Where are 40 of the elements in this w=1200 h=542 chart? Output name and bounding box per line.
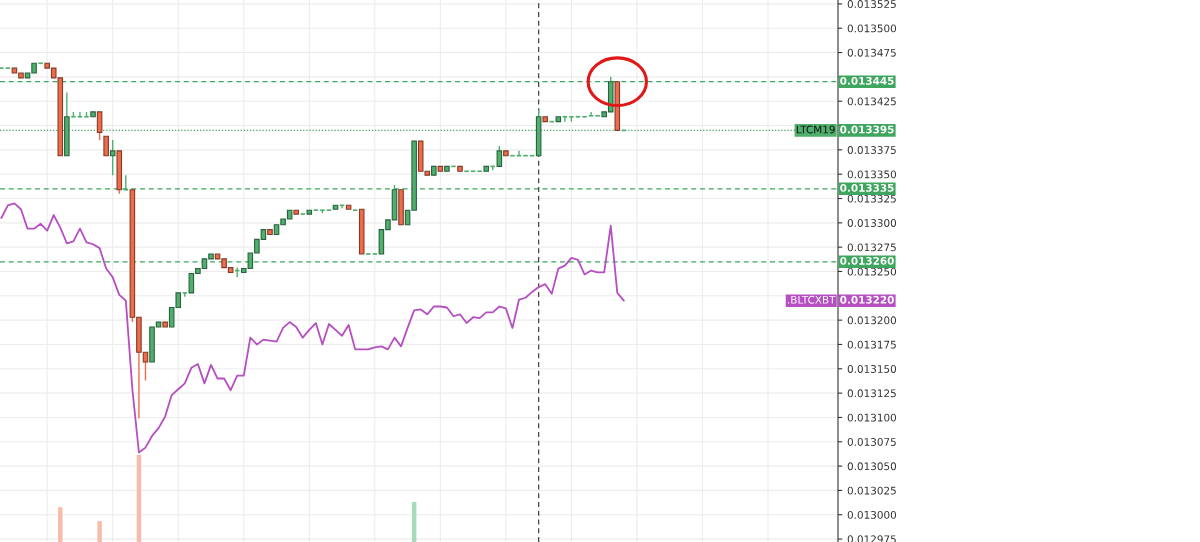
y-tick-label: 0.013300 bbox=[847, 219, 897, 227]
y-tick-label: 0.013000 bbox=[847, 510, 897, 519]
candlestick bbox=[109, 139, 116, 176]
y-tick-label: 0.013325 bbox=[847, 194, 896, 203]
y-tick-label: 0.013200 bbox=[847, 316, 897, 325]
y-tick-label: 0.013125 bbox=[847, 389, 896, 398]
candlestick bbox=[561, 115, 568, 123]
ref-line-label: 0.013395 bbox=[840, 125, 894, 134]
line-series bbox=[0, 202, 625, 454]
candlestick bbox=[339, 204, 346, 209]
y-tick-label: 0.013500 bbox=[847, 24, 897, 33]
y-tick-label: 0.013100 bbox=[847, 413, 897, 422]
bar bbox=[136, 455, 142, 542]
candlestick bbox=[122, 174, 129, 191]
y-tick-label: 0.013150 bbox=[847, 365, 897, 373]
candlestick bbox=[515, 150, 523, 157]
y-tick-label: 0.013475 bbox=[847, 48, 896, 57]
text: 0.013220 bbox=[840, 295, 894, 304]
y-tick-label: 0.013175 bbox=[847, 340, 896, 349]
text: .BLTCXBT bbox=[788, 295, 836, 304]
y-tick-label: 0.013425 bbox=[847, 97, 896, 106]
y-tick-label: 0.013275 bbox=[847, 243, 896, 252]
ref-line-label: 0.013260 bbox=[840, 256, 894, 265]
y-tick-label: 0.013350 bbox=[847, 170, 897, 179]
ref-line-label: 0.013335 bbox=[840, 183, 894, 192]
candlestick bbox=[103, 135, 109, 157]
y-tick-label: 0.013375 bbox=[847, 146, 896, 154]
bar bbox=[411, 501, 417, 542]
candlestick bbox=[96, 111, 103, 141]
bar bbox=[58, 507, 63, 542]
text: LTCM19 bbox=[796, 125, 835, 134]
y-tick-label: 0.013525 bbox=[847, 0, 896, 8]
y-tick-label: 0.013050 bbox=[847, 462, 897, 471]
y-tick-label: 0.013025 bbox=[847, 486, 896, 495]
ref-line-label: 0.013445 bbox=[840, 76, 894, 85]
bar bbox=[97, 521, 102, 542]
candlestick bbox=[588, 111, 595, 117]
candlestick bbox=[76, 111, 84, 118]
y-tick-label: 0.013250 bbox=[847, 267, 897, 276]
y-tick-label: 0.013075 bbox=[847, 438, 896, 446]
